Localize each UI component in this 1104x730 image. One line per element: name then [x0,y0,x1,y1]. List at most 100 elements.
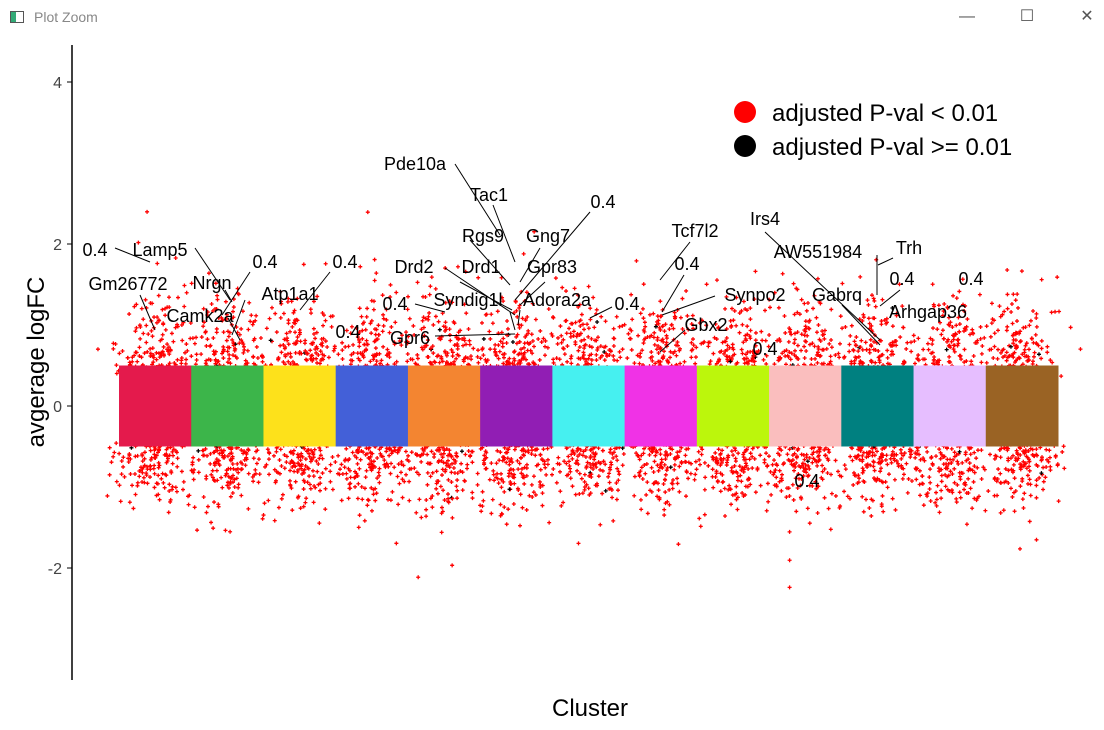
point-significant [506,447,511,452]
point-significant [373,338,378,343]
point-significant [499,330,504,335]
point-significant [1009,302,1014,307]
point-significant [430,505,435,510]
point-significant [1000,312,1005,317]
point-significant [545,457,550,462]
point-significant [743,307,748,312]
close-button[interactable]: ✕ [1080,8,1094,25]
point-significant [371,459,376,464]
point-significant [727,355,732,360]
point-significant [372,354,377,359]
point-nonsignificant [944,347,949,352]
point-significant [838,314,843,319]
point-significant [254,344,259,349]
point-significant [323,261,328,266]
minimize-button[interactable]: — [959,8,975,25]
point-significant [1025,481,1030,486]
point-significant [812,293,817,298]
point-significant [833,458,838,463]
point-significant [729,502,734,507]
point-significant [901,453,906,458]
point-significant [374,491,379,496]
point-significant [211,336,216,341]
point-significant [228,451,233,456]
gene-label: 0.4 [590,192,615,212]
point-significant [583,454,588,459]
point-significant [1033,332,1038,337]
point-nonsignificant [620,446,625,451]
point-significant [960,277,965,282]
point-significant [817,457,822,462]
point-significant [231,343,236,348]
point-significant [437,360,442,365]
point-significant [321,313,326,318]
point-significant [825,456,830,461]
point-significant [677,346,682,351]
point-significant [407,316,412,321]
point-significant [971,354,976,359]
point-significant [388,295,393,300]
point-significant [208,461,213,466]
point-significant [364,338,369,343]
point-significant [530,495,535,500]
point-significant [152,485,157,490]
point-significant [112,450,117,455]
point-significant [303,500,308,505]
point-significant [480,504,485,509]
point-significant [304,358,309,363]
point-significant [295,338,300,343]
gene-label: Trh [896,238,922,258]
point-significant [380,329,385,334]
point-significant [803,319,808,324]
point-significant [823,453,828,458]
point-significant [202,320,207,325]
point-significant [443,328,448,333]
point-significant [892,458,897,463]
point-significant [498,450,503,455]
point-significant [780,472,785,477]
point-significant [596,446,601,451]
point-significant [428,474,433,479]
point-significant [190,462,195,467]
point-significant [1013,330,1018,335]
point-significant [226,334,231,339]
point-significant [930,338,935,343]
gene-label: Tac1 [470,185,508,205]
point-significant [371,492,376,497]
point-significant [635,453,640,458]
point-significant [458,469,463,474]
point-significant [466,326,471,331]
point-significant [562,459,567,464]
point-significant [966,476,971,481]
point-significant [462,479,467,484]
point-significant [141,317,146,322]
point-significant [415,280,420,285]
point-significant [974,498,979,503]
point-significant [658,327,663,332]
point-significant [214,330,219,335]
point-significant [144,473,149,478]
point-significant [544,472,549,477]
point-significant [450,300,455,305]
point-significant [941,336,946,341]
point-significant [809,446,814,451]
point-significant [577,302,582,307]
point-significant [293,464,298,469]
point-significant [954,296,959,301]
point-significant [828,527,833,532]
point-significant [918,457,923,462]
point-significant [389,324,394,329]
point-significant [614,497,619,502]
maximize-button[interactable]: ☐ [1019,8,1035,25]
point-significant [374,359,379,364]
cluster-tile-4 [407,365,481,447]
point-significant [718,489,723,494]
point-significant [342,458,347,463]
point-significant [1022,462,1027,467]
point-significant [479,509,484,514]
point-significant [970,468,975,473]
point-significant [221,356,226,361]
point-significant [219,315,224,320]
point-significant [458,328,463,333]
point-significant [297,351,302,356]
